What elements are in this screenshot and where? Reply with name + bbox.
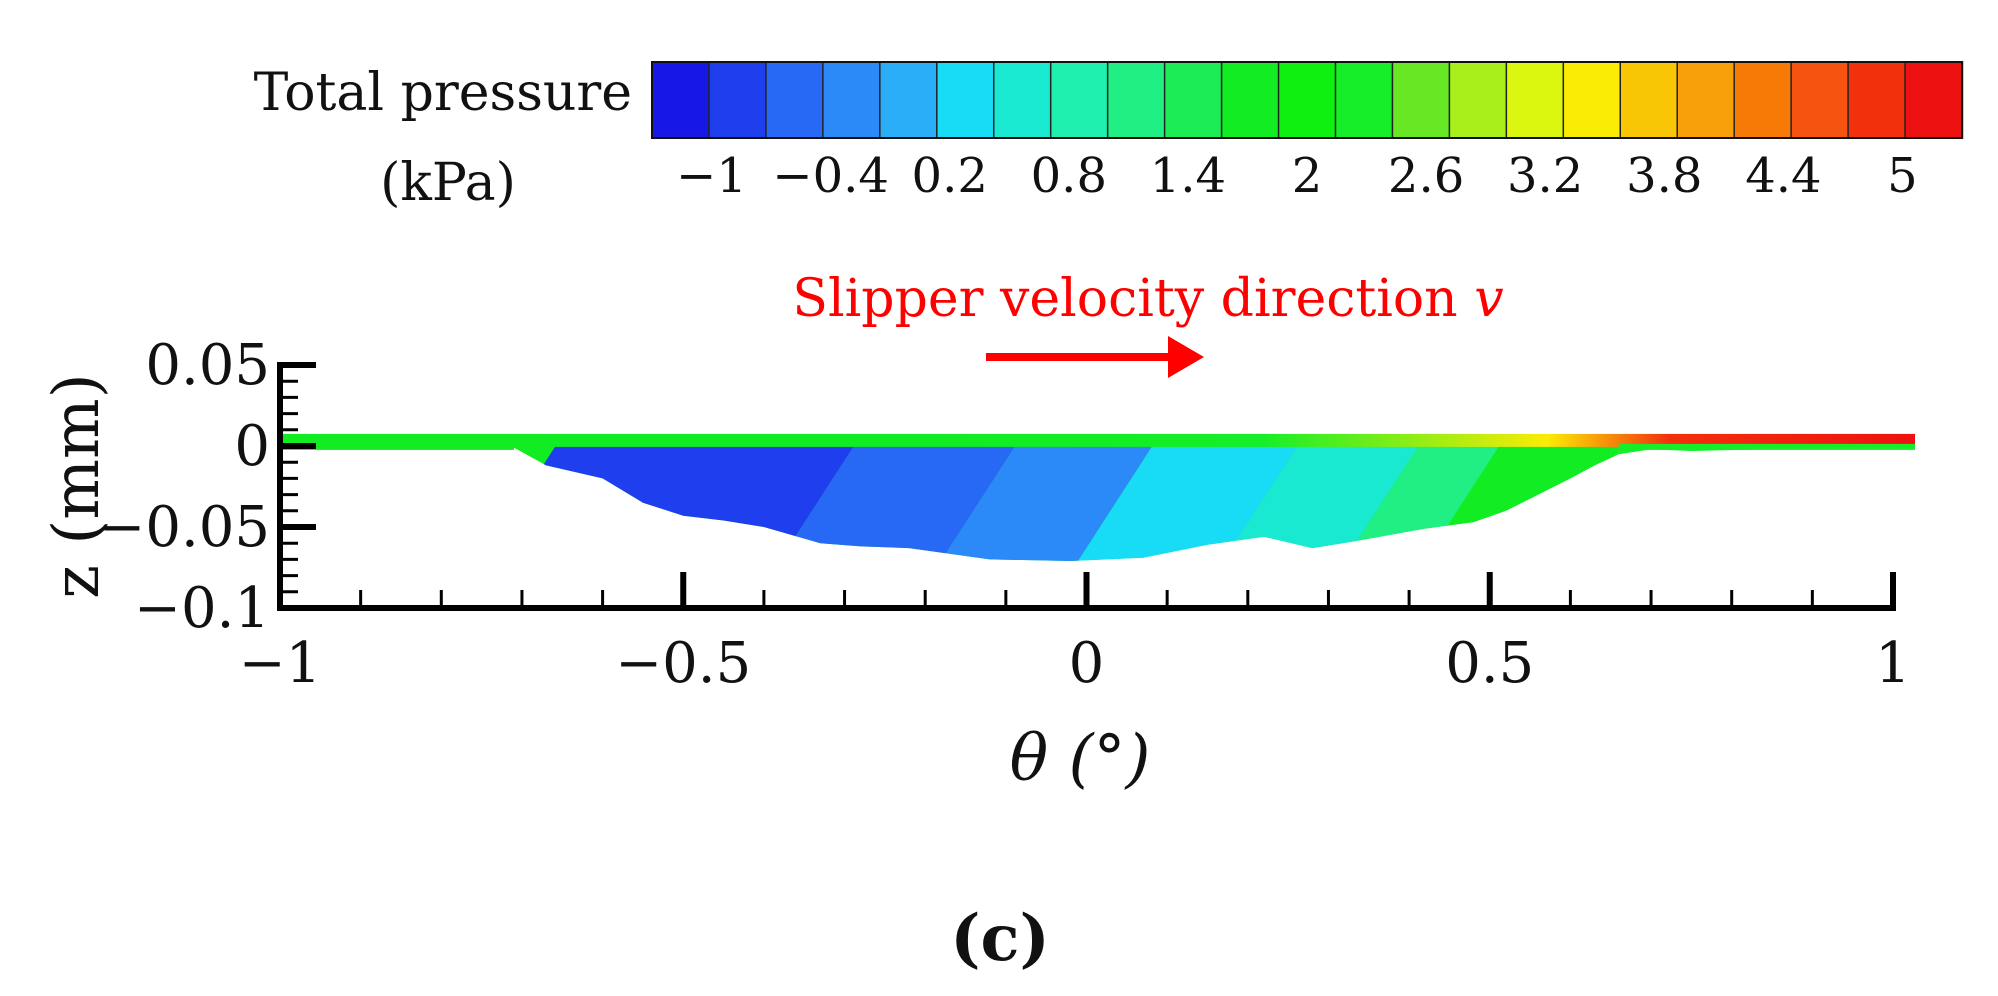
surface-strip-lower — [1618, 443, 1915, 450]
pressure-band-4 — [1192, 437, 1424, 561]
velocity-arrow-head — [1168, 336, 1204, 378]
colorbar-cell-2 — [765, 61, 825, 139]
y-tick-label-1: 0 — [234, 414, 270, 479]
colorbar-cell-20 — [1790, 61, 1850, 139]
velocity-annotation-text: Slipper velocity direction — [792, 269, 1474, 329]
x-tick-label-3: 0.5 — [1445, 631, 1534, 696]
colorbar-cell-17 — [1619, 61, 1679, 139]
y-tick-label-2: −0.05 — [98, 495, 270, 560]
colorbar-label-line2: (kPa) — [380, 153, 516, 213]
pressure-band-0 — [450, 437, 860, 561]
colorbar-tick-label-8: 3.8 — [1626, 148, 1702, 204]
colorbar-cell-22 — [1904, 61, 1964, 139]
colorbar-tick-label-5: 2 — [1292, 148, 1323, 204]
velocity-symbol: v — [1474, 269, 1503, 329]
pressure-band-5 — [1313, 437, 1505, 561]
colorbar-tick-label-4: 1.4 — [1150, 148, 1226, 204]
colorbar-cell-9 — [1163, 61, 1223, 139]
colorbar-cell-4 — [879, 61, 939, 139]
colorbar-cell-6 — [992, 61, 1052, 139]
colorbar-tick-label-7: 3.2 — [1507, 148, 1583, 204]
colorbar-cell-5 — [936, 61, 995, 139]
colorbar-cell-14 — [1448, 61, 1508, 139]
colorbar-tick-label-10: 5 — [1887, 148, 1918, 204]
colorbar-frame — [651, 61, 1963, 139]
y-ticks: 0.05 0 −0.05 −0.1 — [98, 333, 316, 641]
x-axis-label: θ (°) — [1010, 722, 1151, 796]
colorbar-cell-10 — [1220, 61, 1280, 139]
colorbar-cell-12 — [1334, 61, 1394, 139]
pressure-band-3 — [1047, 437, 1303, 561]
colorbar-tick-label-9: 4.4 — [1745, 148, 1821, 204]
colorbar-cell-13 — [1391, 61, 1451, 139]
colorbar: Total pressure (kPa) −1 −0.4 0.2 0.8 1.4 2 2.6… — [254, 61, 1964, 213]
y-tick-label-3: −0.1 — [134, 576, 270, 641]
x-ticks: −1 −0.5 0 0.5 1 — [239, 572, 1911, 696]
colorbar-cell-16 — [1562, 61, 1622, 139]
y-axis-label: z (mm) — [40, 373, 114, 598]
colorbar-cell-3 — [822, 61, 882, 139]
colorbar-tick-label-6: 2.6 — [1388, 148, 1464, 204]
colorbar-ticks: −1 −0.4 0.2 0.8 1.4 2 2.6 3.2 3.8 4.4 5 — [676, 148, 1918, 204]
colorbar-tick-label-1: −0.4 — [772, 148, 889, 204]
colorbar-tick-label-2: 0.2 — [912, 148, 988, 204]
colorbar-label-line1: Total pressure — [254, 63, 632, 123]
colorbar-cells — [651, 61, 1964, 139]
pressure-band-2 — [910, 437, 1158, 561]
surface-pressure-strip — [280, 433, 1915, 450]
x-tick-label-1: −0.5 — [615, 631, 751, 696]
y-tick-label-0: 0.05 — [145, 333, 270, 398]
colorbar-cell-0 — [651, 61, 711, 139]
colorbar-cell-11 — [1277, 61, 1337, 139]
colorbar-cell-21 — [1847, 61, 1907, 139]
colorbar-cell-8 — [1106, 61, 1166, 139]
x-tick-label-4: 1 — [1875, 631, 1911, 696]
colorbar-cell-1 — [708, 61, 768, 139]
surface-strip — [280, 433, 1915, 447]
panel-label: (c) — [950, 901, 1050, 976]
plot-area: −1 −0.5 0 0.5 1 0.05 0 −0.05 −0.1 — [98, 333, 1915, 696]
colorbar-tick-label-3: 0.8 — [1031, 148, 1107, 204]
colorbar-cell-18 — [1676, 61, 1736, 139]
svg-text:Slipper velocity direction v: Slipper velocity direction v — [792, 269, 1503, 329]
velocity-annotation: Slipper velocity direction v — [792, 269, 1504, 378]
x-tick-label-2: 0 — [1069, 631, 1105, 696]
colorbar-cell-19 — [1733, 61, 1793, 139]
x-tick-label-0: −1 — [239, 631, 322, 696]
colorbar-cell-7 — [1049, 61, 1109, 139]
pressure-band-1 — [749, 437, 1021, 561]
surface-strip-lower-left — [280, 443, 514, 450]
colorbar-cell-15 — [1505, 61, 1565, 139]
colorbar-tick-label-0: −1 — [676, 148, 747, 204]
